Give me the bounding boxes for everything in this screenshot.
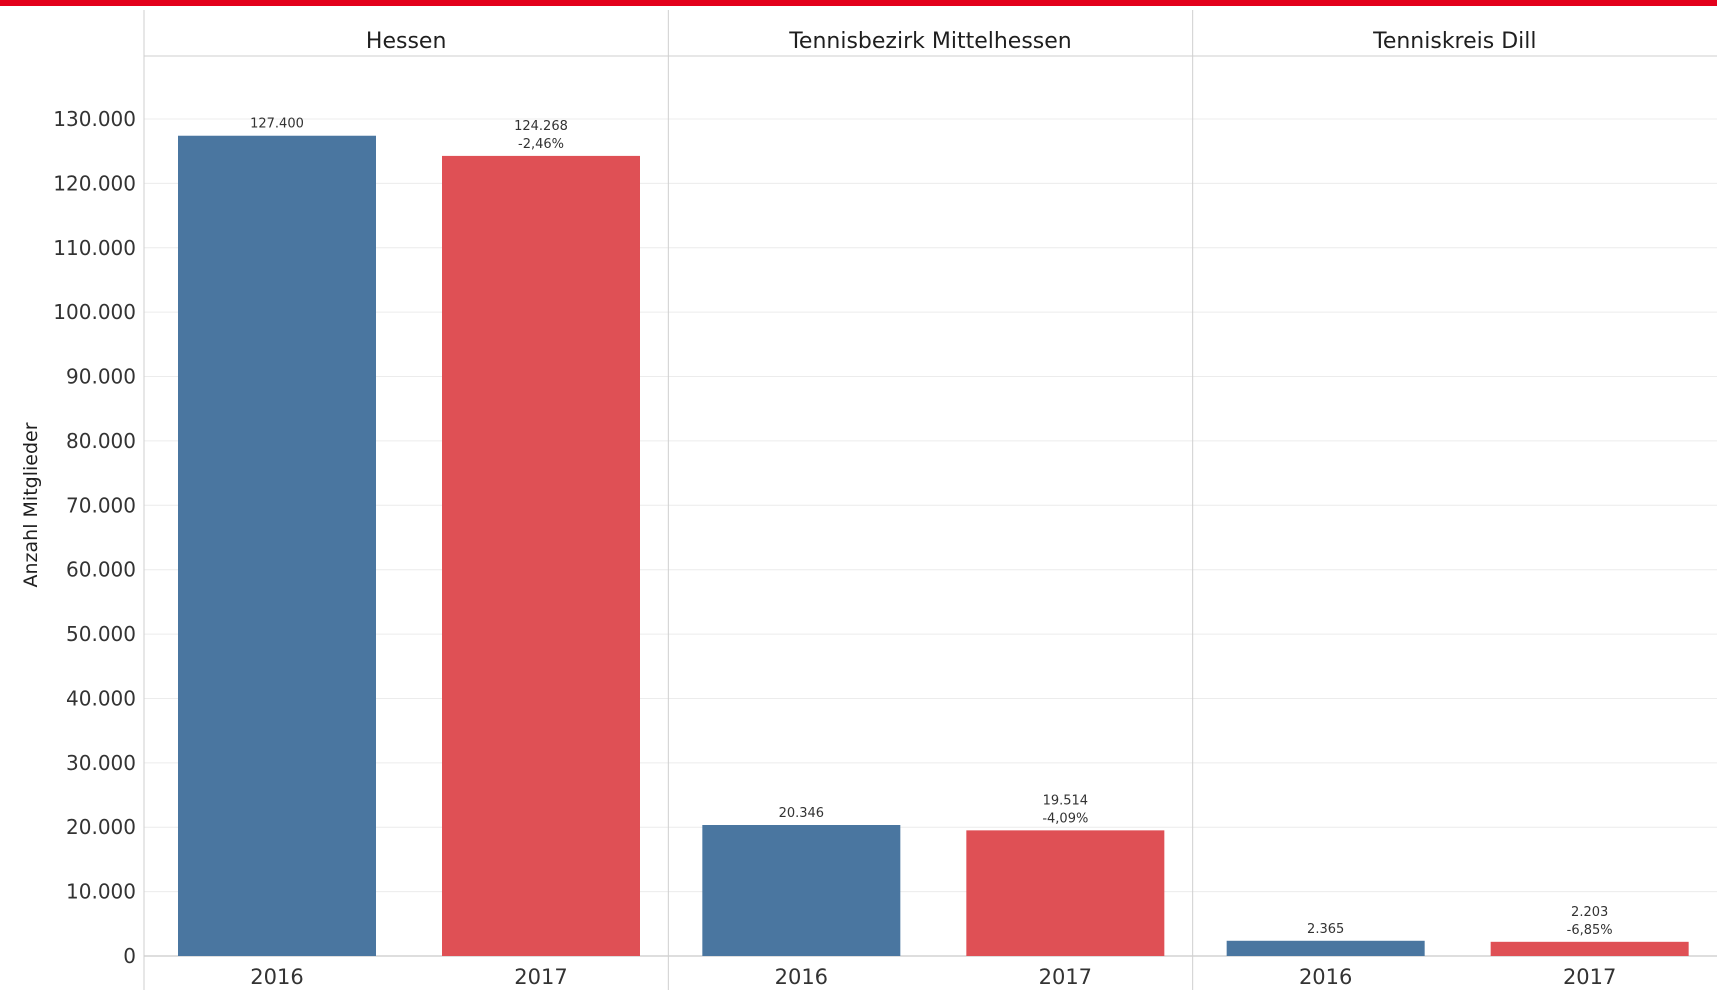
data-label-change: -6,85% bbox=[1567, 923, 1613, 938]
y-tick-label: 60.000 bbox=[66, 558, 136, 582]
x-tick-label: 2016 bbox=[1299, 965, 1352, 989]
data-label-value: 19.514 bbox=[1043, 793, 1089, 808]
top-accent-bar bbox=[0, 0, 1717, 6]
y-tick-label: 70.000 bbox=[66, 493, 136, 517]
x-tick-label: 2016 bbox=[775, 965, 828, 989]
bars bbox=[178, 135, 1689, 956]
y-tick-label: 40.000 bbox=[66, 686, 136, 710]
y-tick-label: 90.000 bbox=[66, 365, 136, 389]
bar-2017 bbox=[1490, 941, 1689, 956]
y-tick-label: 20.000 bbox=[66, 815, 136, 839]
x-tick-label: 2017 bbox=[1563, 965, 1616, 989]
gridlines bbox=[144, 118, 1717, 893]
panel-title: Tenniskreis Dill bbox=[1372, 29, 1536, 54]
y-tick-label: 120.000 bbox=[53, 171, 136, 195]
panel-title: Hessen bbox=[366, 29, 446, 54]
data-label-change: -4,09% bbox=[1042, 811, 1088, 826]
bar-2016 bbox=[178, 135, 376, 956]
data-label-change: -2,46% bbox=[518, 137, 564, 152]
y-tick-label: 50.000 bbox=[66, 622, 136, 646]
data-label-value: 127.400 bbox=[250, 117, 304, 132]
y-axis-title: Anzahl Mitglieder bbox=[20, 422, 42, 587]
bar-2017 bbox=[966, 830, 1165, 956]
y-tick-label: 130.000 bbox=[53, 107, 136, 131]
data-label-value: 124.268 bbox=[514, 119, 568, 134]
x-tick-label: 2016 bbox=[250, 965, 303, 989]
data-label-value: 2.365 bbox=[1307, 922, 1344, 937]
y-tick-label: 10.000 bbox=[66, 880, 136, 904]
y-tick-label: 100.000 bbox=[53, 300, 136, 324]
y-tick-label: 30.000 bbox=[66, 751, 136, 775]
bar-2016 bbox=[1226, 940, 1425, 956]
y-tick-label: 0 bbox=[123, 944, 136, 968]
x-tick-label: 2017 bbox=[514, 965, 567, 989]
labels: 0 10.000 20.000 30.000 40.000 50.000 60.000 70.… bbox=[53, 29, 1616, 989]
data-label-value: 20.346 bbox=[779, 806, 825, 821]
panel-title: Tennisbezirk Mittelhessen bbox=[788, 29, 1072, 54]
bar-2017 bbox=[442, 155, 640, 956]
y-tick-label: 110.000 bbox=[53, 236, 136, 260]
x-tick-label: 2017 bbox=[1039, 965, 1092, 989]
bar-2016 bbox=[702, 825, 901, 956]
data-label-value: 2.203 bbox=[1571, 905, 1608, 920]
y-tick-label: 80.000 bbox=[66, 429, 136, 453]
panel-frames bbox=[143, 10, 1717, 990]
